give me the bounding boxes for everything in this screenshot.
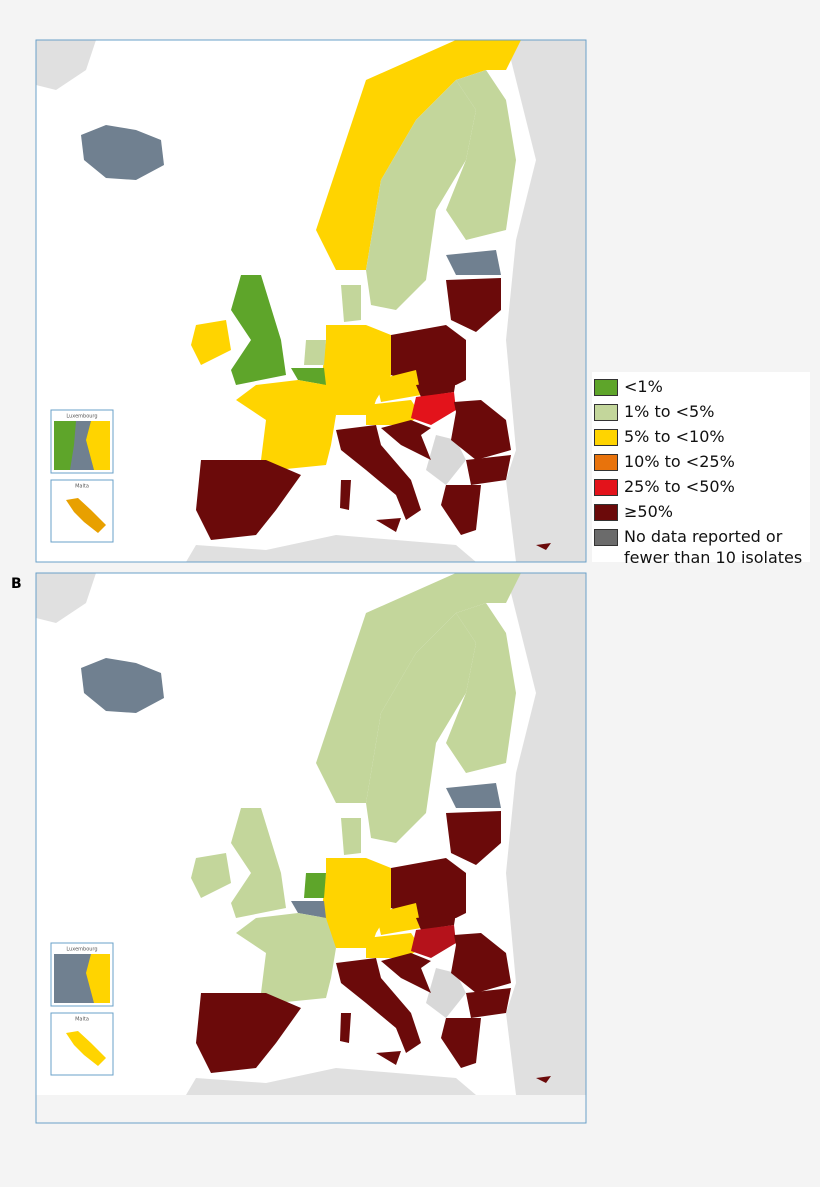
legend-label: 5% to <10% <box>624 427 725 446</box>
panel-label: B <box>11 576 22 592</box>
legend-swatch <box>594 429 618 446</box>
map-panel-b: Luxembourg Malta <box>35 572 587 1124</box>
legend-swatch <box>594 379 618 396</box>
legend-label: ≥50% <box>624 502 673 521</box>
inset-label: Malta <box>75 484 89 490</box>
legend-swatch <box>594 404 618 421</box>
legend-label: 25% to <50% <box>624 477 735 496</box>
legend-label: No data reported or fewer than 10 isolat… <box>624 527 803 567</box>
legend-item: ≥50% <box>594 501 810 522</box>
legend: <1% 1% to <5% 5% to <10% 10% to <25% 25% to … <box>592 372 810 567</box>
legend-item: <1% <box>594 376 810 397</box>
inset-label: Luxembourg <box>66 414 97 420</box>
legend-item: 25% to <50% <box>594 476 810 497</box>
legend-swatch <box>594 454 618 471</box>
inset-label: Luxembourg <box>66 947 97 953</box>
legend-swatch <box>594 504 618 521</box>
legend-label: 10% to <25% <box>624 452 735 471</box>
legend-item: 10% to <25% <box>594 451 810 472</box>
legend-item: 1% to <5% <box>594 401 810 422</box>
map-panel-a: Luxembourg Malta <box>35 39 587 563</box>
legend-label: 1% to <5% <box>624 402 715 421</box>
legend-swatch <box>594 529 618 546</box>
legend-label: <1% <box>624 377 663 396</box>
inset-label: Malta <box>75 1017 89 1023</box>
legend-swatch <box>594 479 618 496</box>
legend-item: 5% to <10% <box>594 426 810 447</box>
legend-item: No data reported or fewer than 10 isolat… <box>594 526 810 568</box>
